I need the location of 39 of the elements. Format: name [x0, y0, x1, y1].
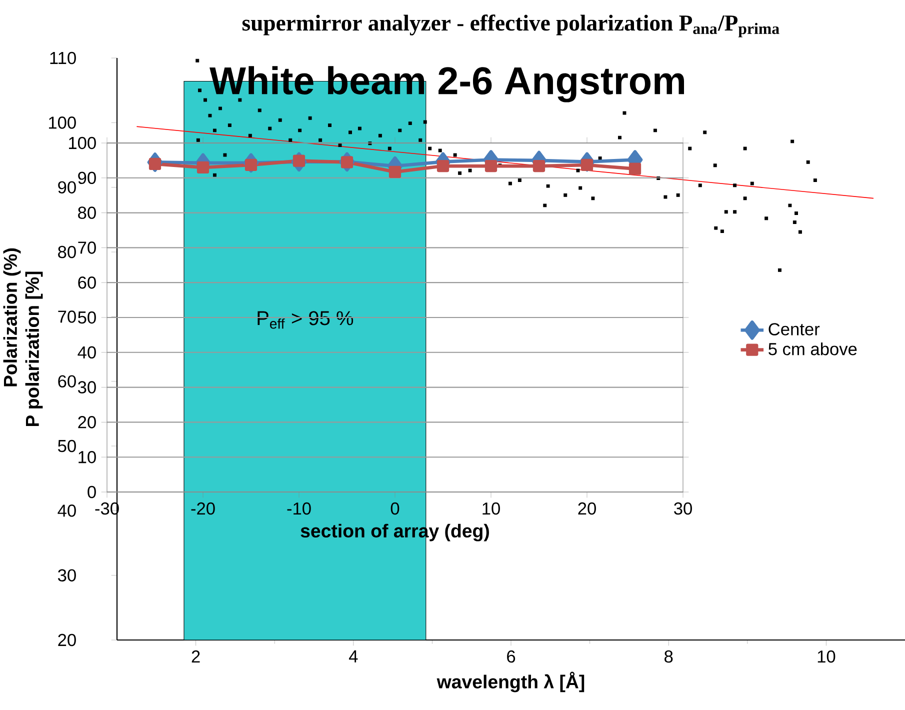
y-tick-label: 90 [58, 181, 76, 194]
chart-title: supermirror analyzer - effective polarization P$_{ana}$/P$_{prima}$ [242, 14, 780, 38]
y-tick-label: 110 [50, 52, 76, 64]
y-tick-label: 40 [78, 346, 96, 359]
y-tick-label: 50 [78, 311, 96, 324]
y-tick-label: 90 [78, 172, 96, 184]
x-tick-label: -10 [287, 502, 311, 515]
y-tick-label: 20 [78, 416, 96, 428]
legend-label: 5 cm above [768, 342, 857, 356]
y-axis-title: P polarization [%] [25, 272, 43, 426]
x-tick-label: 6 [507, 650, 516, 663]
y-tick-label: 70 [78, 242, 96, 254]
y-tick-label: 30 [58, 569, 76, 582]
y-tick-label: 80 [78, 206, 96, 219]
x-tick-label: 4 [348, 650, 358, 662]
y-tick-label: 0 [88, 486, 96, 498]
y-tick-label: 60 [58, 375, 76, 388]
y-axis-title: Polarization (%) [3, 248, 21, 386]
y-tick-label: 60 [78, 276, 96, 289]
y-tick-label: 10 [78, 450, 96, 464]
x-tick-label: -20 [191, 502, 215, 515]
y-tick-label: 100 [48, 116, 76, 129]
x-tick-label: 2 [192, 650, 200, 662]
y-tick-label: 30 [78, 381, 96, 394]
y-tick-label: 20 [58, 634, 76, 646]
x-tick-label: 0 [390, 502, 400, 515]
x-tick-label: 10 [482, 502, 500, 515]
x-tick-label: 20 [578, 502, 596, 515]
annotation: White beam 2-6 Angstrom [210, 66, 684, 102]
y-tick-label: 100 [69, 136, 96, 150]
x-tick-label: 10 [818, 650, 836, 663]
y-tick-label: 50 [58, 440, 76, 452]
x-tick-label: 8 [664, 650, 673, 663]
y-tick-label: 70 [58, 310, 76, 323]
x-tick-label: 30 [674, 502, 692, 515]
y-tick-label: 80 [58, 246, 76, 258]
y-tick-label: 40 [58, 504, 76, 517]
legend-label: Center [768, 323, 820, 336]
x-axis-title: wavelength λ [Å] [436, 672, 584, 692]
